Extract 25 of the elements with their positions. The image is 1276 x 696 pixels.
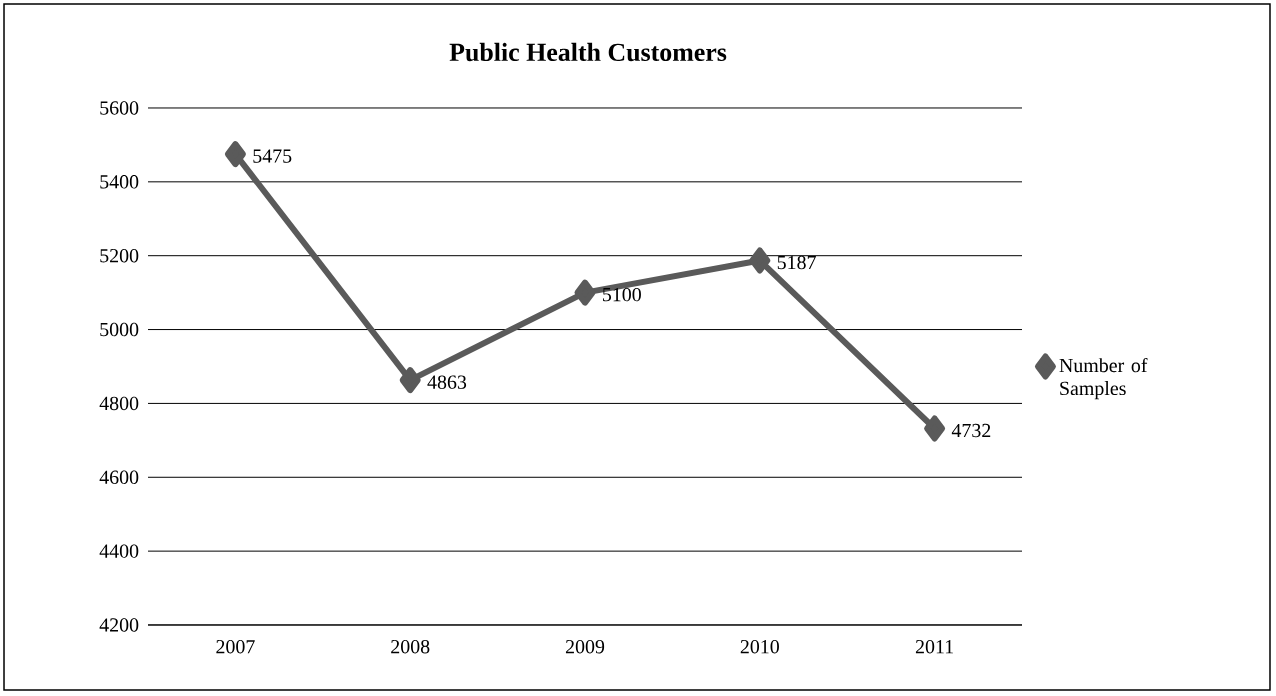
chart-title: Public Health Customers — [449, 42, 727, 62]
y-tick-label: 4200 — [99, 618, 139, 632]
point — [399, 367, 421, 394]
y-tick-label: 5200 — [100, 248, 139, 263]
y-tick-label: 5000 — [100, 322, 139, 337]
point — [574, 279, 596, 306]
point — [749, 247, 771, 274]
data-label: 5100 — [603, 287, 641, 302]
data-label: 5475 — [253, 149, 292, 163]
data-label: 5187 — [777, 255, 816, 270]
x-tick-label: 2007 — [216, 639, 255, 654]
y-tick-label: 4800 — [99, 396, 139, 411]
point — [224, 141, 246, 168]
point — [924, 415, 946, 442]
x-tick-label: 2011 — [915, 639, 953, 654]
y-tick-label: 5600 — [100, 101, 139, 115]
y-tick-label: 4400 — [99, 544, 139, 558]
data-label: 4863 — [427, 375, 467, 389]
legend-label: Number of Samples — [1059, 357, 1148, 400]
data-label: 4732 — [951, 423, 991, 438]
x-tick-label: 2010 — [740, 639, 779, 654]
x-tick-label: 2009 — [565, 639, 605, 654]
y-tick-label: 4600 — [99, 470, 139, 484]
y-tick-label: 5400 — [100, 175, 139, 189]
x-tick-label: 2008 — [391, 639, 430, 654]
